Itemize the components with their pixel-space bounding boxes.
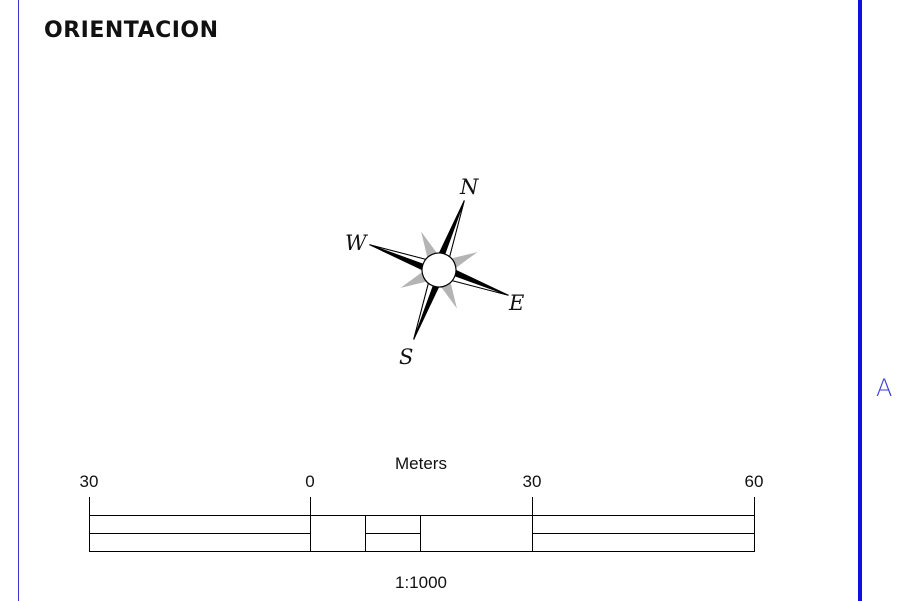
compass-label-south: S xyxy=(399,345,413,369)
scale-bar: Meters 30 0 30 60 1:1000 xyxy=(80,454,764,592)
compass-center-circle xyxy=(421,252,457,288)
left-border-line xyxy=(18,0,19,601)
side-sheet-letter: A xyxy=(876,374,893,402)
scale-tick-label-3: 60 xyxy=(745,472,764,491)
scale-tick-label-1: 0 xyxy=(305,472,314,491)
scale-units-label: Meters xyxy=(395,454,447,473)
scale-ratio: 1:1000 xyxy=(395,573,447,592)
compass-label-north: N xyxy=(459,175,479,199)
compass-label-west: W xyxy=(345,231,369,255)
compass-label-east: E xyxy=(508,291,524,315)
right-border-line xyxy=(858,0,862,601)
compass-rose xyxy=(369,200,509,340)
scale-tick-label-2: 30 xyxy=(523,472,542,491)
page-title: ORIENTACION xyxy=(44,18,219,43)
scale-tick-label-0: 30 xyxy=(80,472,99,491)
